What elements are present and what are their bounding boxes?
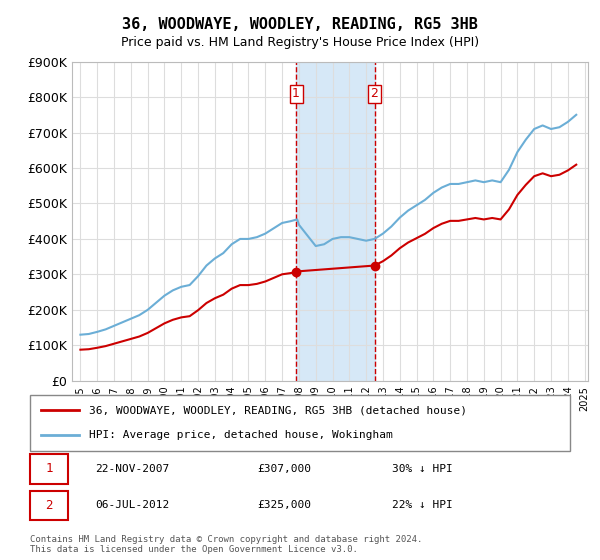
Text: Contains HM Land Registry data © Crown copyright and database right 2024.
This d: Contains HM Land Registry data © Crown c… (30, 535, 422, 554)
Text: 1: 1 (45, 463, 53, 475)
Text: Price paid vs. HM Land Registry's House Price Index (HPI): Price paid vs. HM Land Registry's House … (121, 36, 479, 49)
Text: 36, WOODWAYE, WOODLEY, READING, RG5 3HB: 36, WOODWAYE, WOODLEY, READING, RG5 3HB (122, 17, 478, 32)
Bar (296, 62, 374, 381)
Text: £325,000: £325,000 (257, 501, 311, 510)
Text: 2: 2 (371, 87, 379, 100)
Text: 36, WOODWAYE, WOODLEY, READING, RG5 3HB (detached house): 36, WOODWAYE, WOODLEY, READING, RG5 3HB … (89, 405, 467, 416)
Text: 2: 2 (45, 499, 53, 512)
Text: 22% ↓ HPI: 22% ↓ HPI (392, 501, 452, 510)
FancyBboxPatch shape (30, 455, 68, 484)
Text: 06-JUL-2012: 06-JUL-2012 (95, 501, 169, 510)
FancyBboxPatch shape (30, 491, 68, 520)
Text: £307,000: £307,000 (257, 464, 311, 474)
Text: 1: 1 (292, 87, 300, 100)
FancyBboxPatch shape (30, 395, 570, 451)
Text: HPI: Average price, detached house, Wokingham: HPI: Average price, detached house, Woki… (89, 430, 393, 440)
Text: 22-NOV-2007: 22-NOV-2007 (95, 464, 169, 474)
Text: 30% ↓ HPI: 30% ↓ HPI (392, 464, 452, 474)
